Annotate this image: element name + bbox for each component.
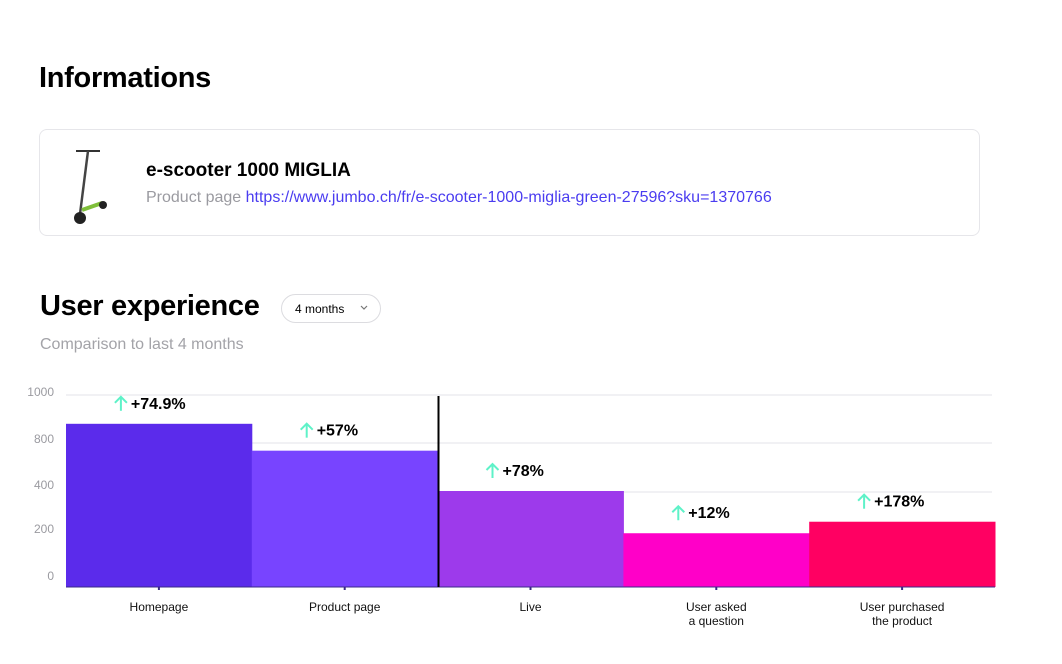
bar — [809, 521, 996, 587]
user-experience-heading: User experience — [40, 290, 260, 322]
bar — [251, 450, 439, 587]
bar — [437, 491, 624, 587]
arrow-up-icon — [299, 422, 314, 438]
change-label: +74.9% — [131, 396, 186, 413]
product-page-line: Product page https://www.jumbo.ch/fr/e-s… — [146, 189, 772, 207]
informations-heading: Informations — [39, 62, 212, 94]
y-tick-label: 1000 — [27, 385, 54, 399]
change-label: +78% — [503, 463, 544, 480]
scooter-thumbnail — [74, 150, 107, 224]
x-category-label: Product page — [309, 600, 381, 614]
x-category-label: Homepage — [130, 600, 189, 614]
y-tick-label: 0 — [47, 569, 54, 583]
x-category-label: Live — [519, 600, 541, 614]
arrow-up-icon — [857, 493, 871, 509]
product-page-label: Product page — [146, 189, 242, 206]
chevron-down-icon — [360, 305, 368, 310]
comparison-subtitle: Comparison to last 4 months — [40, 336, 244, 353]
y-tick-label: 400 — [34, 478, 54, 492]
arrow-up-icon — [114, 395, 128, 411]
product-name: e-scooter 1000 MIGLIA — [146, 160, 351, 181]
product-url-link[interactable]: https://www.jumbo.ch/fr/e-scooter-1000-m… — [245, 189, 772, 206]
y-tick-label: 200 — [34, 522, 54, 536]
user-experience-chart: 1000 800 400 200 0 +74.9% Homepage +57% Product … — [27, 385, 996, 628]
change-label: +57% — [317, 423, 358, 440]
change-label: +12% — [688, 505, 729, 522]
period-select-value: 4 months — [295, 301, 345, 316]
product-card: e-scooter 1000 MIGLIA Product page https… — [39, 129, 980, 236]
x-category-label: User purchased the product — [860, 600, 945, 628]
bar — [623, 533, 810, 587]
change-label: +178% — [874, 494, 924, 511]
x-category-label: User asked a question — [686, 600, 747, 628]
y-tick-label: 800 — [34, 432, 54, 446]
arrow-up-icon — [671, 504, 686, 521]
period-select[interactable]: 4 months — [281, 294, 381, 323]
arrow-up-icon — [485, 462, 500, 478]
bar — [66, 423, 253, 587]
